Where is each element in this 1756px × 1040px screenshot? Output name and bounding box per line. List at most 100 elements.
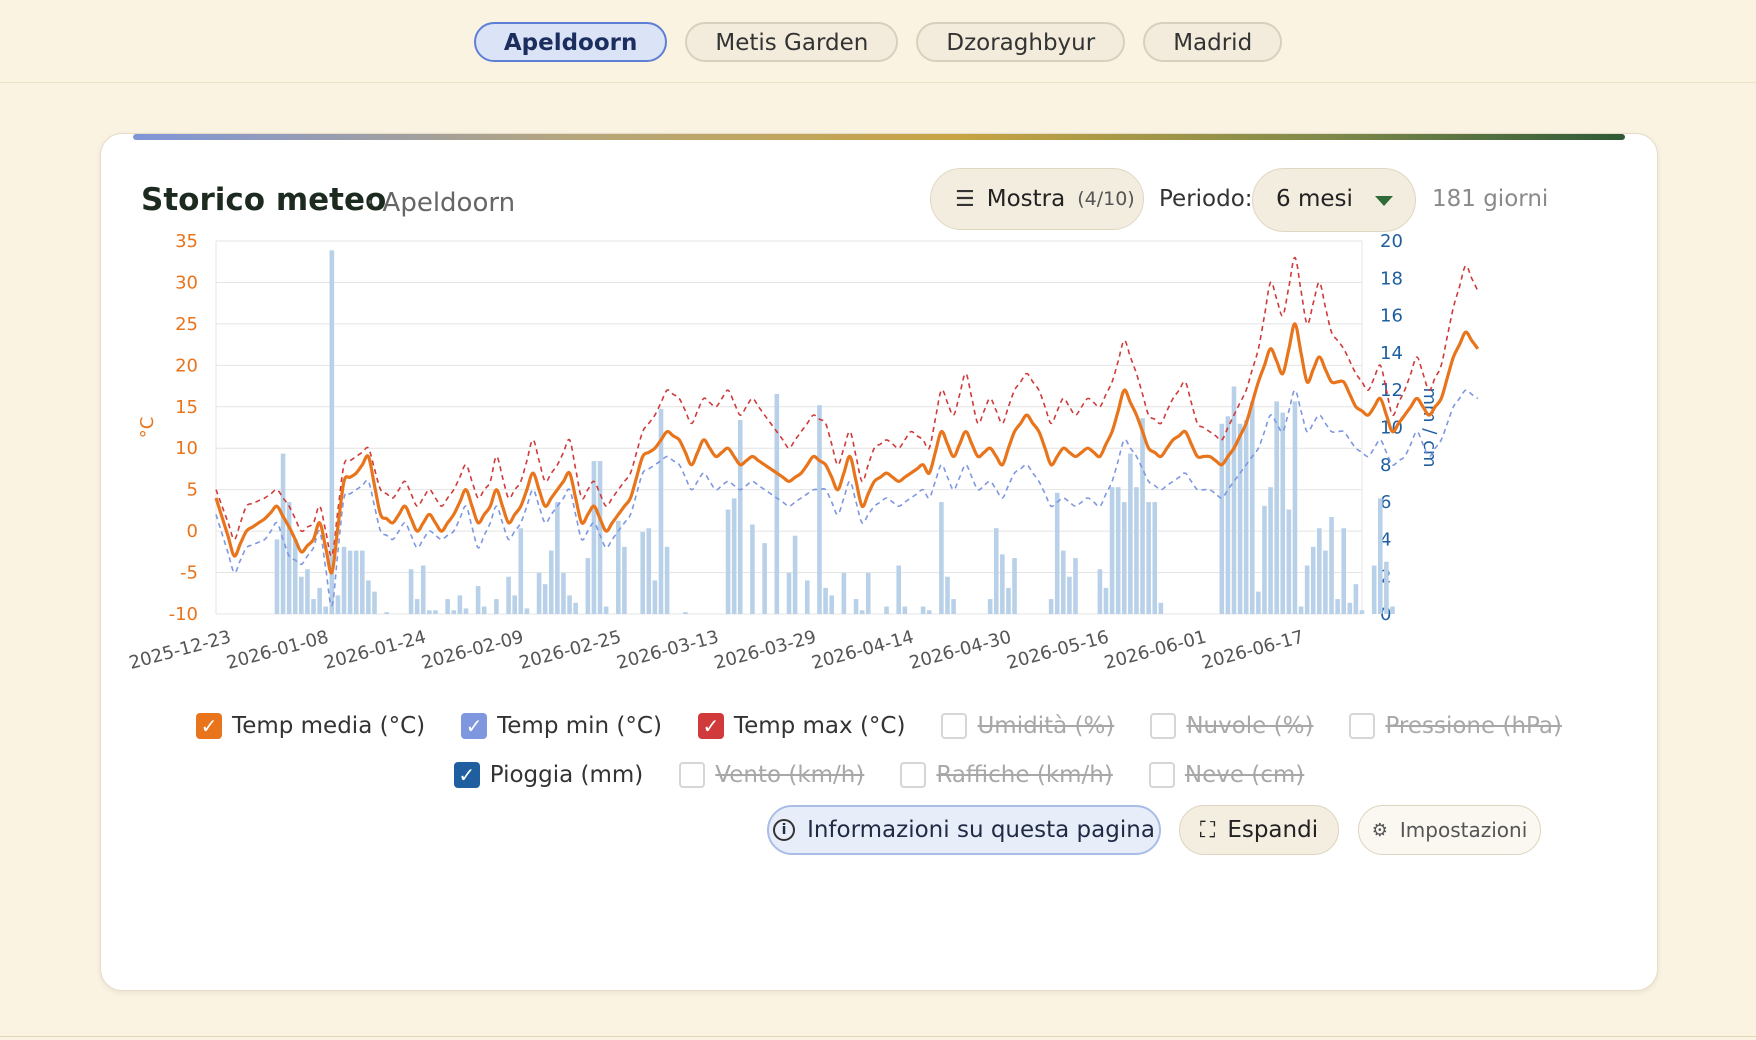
y-tick-label: 25: [175, 314, 198, 335]
rain-bar: [926, 610, 932, 614]
menu-icon: ☰: [955, 186, 975, 212]
rain-bar: [359, 550, 365, 614]
checkbox-empty-icon[interactable]: [679, 762, 706, 788]
legend-item[interactable]: ✓ Pioggia (mm): [453, 759, 643, 791]
rain-bar: [506, 576, 511, 614]
checkbox-empty-icon[interactable]: [1349, 713, 1376, 739]
city-tab-madrid[interactable]: Madrid: [1143, 22, 1283, 62]
checkbox-checked-icon[interactable]: ✓: [196, 713, 223, 739]
x-tick-label: 2026-02-09: [419, 627, 525, 674]
checkbox-empty-icon[interactable]: [941, 713, 968, 739]
checkbox-empty-icon[interactable]: [1148, 762, 1175, 788]
rain-bar: [1115, 487, 1121, 614]
rain-bar: [567, 595, 572, 614]
rain-bar: [853, 599, 859, 614]
checkbox-checked-icon[interactable]: ✓: [697, 713, 724, 739]
checkbox-checked-icon[interactable]: ✓: [461, 713, 488, 739]
legend-item[interactable]: Neve (cm): [1148, 759, 1305, 791]
legend-item[interactable]: Nuvole (%): [1150, 710, 1313, 742]
rain-bar: [731, 498, 737, 614]
y2-tick-label: 0: [1380, 604, 1391, 625]
rain-bar: [323, 606, 329, 614]
rain-bar: [329, 250, 335, 614]
expand-label: Espandi: [1227, 817, 1319, 843]
legend-label: Neve (cm): [1184, 762, 1305, 788]
y2-tick-label: 12: [1380, 380, 1403, 401]
weather-chart: 35302520151050-5-1020181614121086420°Cmm…: [127, 231, 1480, 674]
rain-bar: [1237, 423, 1243, 614]
y-axis-label: °C: [137, 417, 158, 439]
rain-bar: [987, 599, 993, 614]
legend-item[interactable]: ✓ Temp media (°C): [196, 710, 425, 742]
temp-min-line: [215, 389, 1479, 607]
expand-icon: ⛶: [1199, 817, 1216, 843]
rain-bar: [1000, 554, 1005, 614]
rain-bar: [658, 408, 664, 614]
rain-bar: [335, 595, 341, 614]
settings-label: Impostazioni: [1399, 818, 1528, 842]
rain-bar: [993, 528, 999, 614]
rain-bar: [859, 610, 865, 614]
legend-item[interactable]: Pressione (hPa): [1349, 710, 1562, 742]
rain-bar: [951, 599, 956, 614]
checkbox-checked-icon[interactable]: ✓: [453, 762, 480, 788]
rain-bar: [536, 572, 542, 614]
legend-item[interactable]: Vento (km/h): [679, 759, 864, 791]
temp-mean-line: [214, 322, 1480, 575]
rain-bar: [1335, 599, 1340, 614]
rain-bar: [1109, 487, 1115, 614]
rain-bar: [286, 502, 292, 614]
rain-bar: [433, 610, 438, 614]
rain-bar: [1006, 587, 1011, 614]
y2-tick-label: 16: [1380, 306, 1403, 327]
rain-bar: [1371, 565, 1377, 614]
city-tab-dzoraghbyur[interactable]: Dzoraghbyur: [916, 22, 1126, 62]
rain-bar: [622, 546, 627, 614]
legend-label: Nuvole (%): [1186, 713, 1314, 739]
legend-label: Temp media (°C): [232, 713, 426, 739]
info-label: Informazioni su questa pagina: [807, 817, 1155, 843]
rain-bar: [317, 587, 322, 614]
show-count: (4/10): [1077, 188, 1135, 210]
rain-bar: [384, 612, 389, 614]
rain-bar: [1262, 505, 1267, 614]
legend-label: Vento (km/h): [715, 762, 865, 788]
period-select[interactable]: 6 mesi: [1252, 168, 1416, 232]
rain-bar: [725, 509, 731, 614]
rain-bar: [829, 595, 834, 614]
rain-bar: [299, 576, 304, 614]
rain-bar: [1310, 546, 1316, 614]
rain-bar: [548, 550, 554, 614]
rain-bar: [1317, 528, 1322, 614]
legend-row-2: ✓ Pioggia (mm) Vento (km/h) Raffiche (km/h)…: [101, 759, 1657, 791]
x-tick-label: 2026-01-24: [322, 627, 428, 674]
rain-bar: [603, 606, 609, 614]
checkbox-empty-icon[interactable]: [1150, 713, 1177, 739]
rain-bar: [920, 606, 926, 614]
rain-bar: [774, 393, 780, 614]
x-tick-label: 2025-12-23: [127, 627, 233, 674]
checkbox-empty-icon[interactable]: [900, 762, 927, 788]
rain-bar: [494, 599, 499, 614]
show-series-button[interactable]: ☰ Mostra (4/10): [930, 168, 1144, 230]
legend-item[interactable]: ✓ Temp min (°C): [461, 710, 662, 742]
legend-item[interactable]: ✓ Temp max (°C): [697, 710, 905, 742]
y-tick-label: -5: [180, 563, 198, 584]
settings-button[interactable]: ⚙ Impostazioni: [1358, 805, 1541, 855]
rain-bar: [1067, 576, 1072, 614]
rain-bar: [1140, 418, 1145, 614]
legend-label: Umidità (%): [977, 713, 1115, 739]
legend-item[interactable]: Raffiche (km/h): [900, 759, 1113, 791]
rain-bar: [750, 524, 755, 614]
expand-button[interactable]: ⛶ Espandi: [1179, 805, 1339, 855]
rain-bar: [372, 591, 377, 614]
x-tick-label: 2026-02-25: [517, 627, 623, 674]
x-tick-label: 2026-04-30: [907, 627, 1013, 674]
y2-tick-label: 14: [1380, 343, 1403, 364]
city-tab-metis-garden[interactable]: Metis Garden: [685, 22, 899, 62]
legend-item[interactable]: Umidità (%): [941, 710, 1114, 742]
info-button[interactable]: i Informazioni su questa pagina: [767, 805, 1161, 855]
rain-bar: [445, 599, 450, 614]
rain-bar: [1268, 487, 1273, 614]
city-tab-apeldoorn[interactable]: Apeldoorn: [473, 22, 668, 62]
